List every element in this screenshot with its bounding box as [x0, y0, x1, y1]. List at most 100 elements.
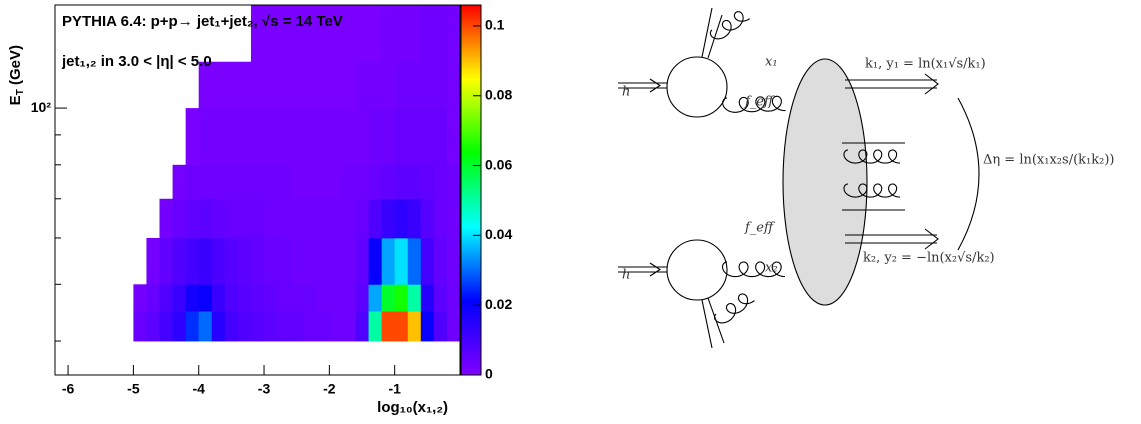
heat-cell	[146, 199, 159, 239]
heat-cell	[198, 198, 213, 239]
heat-cell	[316, 284, 330, 312]
heat-cell	[159, 311, 173, 342]
pdf-blob	[666, 239, 728, 301]
heat-cell	[381, 284, 396, 312]
x-tick-label: -6	[62, 381, 75, 397]
heat-cell	[185, 164, 200, 200]
heat-cell	[185, 311, 200, 342]
heat-cell	[224, 311, 239, 342]
heat-cell	[290, 108, 304, 166]
y-tick-label: 10²	[31, 99, 52, 115]
heat-cell	[211, 284, 226, 312]
heat-cell	[381, 108, 396, 166]
heat-cell	[407, 284, 422, 312]
quark-line	[707, 14, 723, 59]
heat-cell	[329, 61, 343, 109]
gluon	[843, 183, 901, 198]
heat-cell	[407, 164, 422, 200]
x-axis-label: log₁₀(x₁,₂)	[377, 399, 448, 416]
heat-cell	[316, 108, 330, 166]
heat-cell	[420, 164, 435, 200]
diagram-label: k₂, y₂ = −ln(x₂√s/k₂)	[863, 251, 995, 266]
colorbar-tick-label: 0.08	[485, 86, 512, 102]
heat-cell	[368, 198, 383, 239]
heat-cell	[198, 164, 213, 200]
gluon	[843, 149, 901, 164]
heat-cell	[316, 237, 330, 285]
heat-cell	[368, 108, 383, 166]
heat-cell	[277, 237, 291, 285]
pdf-blob	[666, 56, 728, 118]
heat-cell	[355, 284, 369, 312]
y-label-main: E	[7, 95, 24, 105]
diagram	[618, 7, 980, 349]
heat-cell	[237, 108, 252, 166]
heat-cell	[290, 311, 304, 342]
heat-cell	[420, 237, 435, 285]
arrow	[649, 262, 662, 277]
heat-cell	[433, 164, 448, 200]
heat-cell	[303, 237, 317, 285]
heat-cell	[290, 164, 304, 200]
x-tick-label: -1	[388, 381, 401, 397]
heat-cell	[250, 164, 265, 200]
heat-cell	[277, 284, 291, 312]
heat-cell	[237, 284, 252, 312]
heat-cell	[420, 108, 435, 166]
heat-cell	[342, 311, 356, 342]
heat-cell	[211, 61, 226, 109]
heat-cell	[394, 61, 409, 109]
heat-cell	[290, 237, 304, 285]
heat-cell	[355, 61, 369, 109]
heat-cell	[329, 164, 343, 200]
heat-cell	[394, 108, 409, 166]
heat-cell	[159, 237, 173, 285]
heat-cell	[172, 237, 187, 285]
bracket	[957, 97, 980, 251]
heat-cell	[277, 164, 291, 200]
heat-cell	[237, 164, 252, 200]
heat-cell	[224, 164, 239, 200]
heat-cell	[224, 61, 239, 109]
y-label-sub: T	[15, 89, 26, 95]
heat-cell	[368, 284, 383, 312]
heat-cell	[407, 108, 422, 166]
heat-cell	[303, 164, 317, 200]
y-label-rest: (GeV)	[7, 45, 24, 89]
heat-cell	[394, 311, 409, 342]
x-tick-label: -2	[323, 381, 336, 397]
heat-cell	[368, 61, 383, 109]
heat-cell	[368, 311, 383, 342]
heat-cell	[407, 61, 422, 109]
heat-cell	[250, 61, 265, 109]
heat-cell	[342, 164, 356, 200]
heat-cell	[185, 198, 200, 239]
heat-cell	[420, 198, 435, 239]
heat-cell	[303, 108, 317, 166]
heat-cell	[146, 165, 159, 199]
heat-cell	[303, 198, 317, 239]
diagram-label: h	[622, 85, 630, 100]
heat-cell	[160, 165, 173, 199]
diagram-label: x₁	[765, 55, 778, 70]
gluon	[709, 11, 751, 40]
heat-cell	[329, 108, 343, 166]
heat-cell	[316, 164, 330, 200]
heat-cell	[407, 5, 422, 63]
heat-cell	[133, 238, 146, 285]
heat-cell	[355, 108, 369, 166]
heat-cell	[303, 61, 317, 109]
heat-cell	[446, 198, 461, 239]
heat-cell	[446, 164, 461, 200]
colorbar-tick-label: 0.06	[485, 156, 512, 172]
heat-cell	[446, 237, 461, 285]
colorbar	[460, 4, 482, 376]
heat-cell	[133, 284, 147, 312]
heat-cell	[394, 198, 409, 239]
x-tick-label: -4	[192, 381, 205, 397]
heat-cell	[329, 284, 343, 312]
arrow	[924, 73, 939, 95]
heat-cell	[381, 5, 396, 63]
heat-cell	[420, 5, 435, 63]
